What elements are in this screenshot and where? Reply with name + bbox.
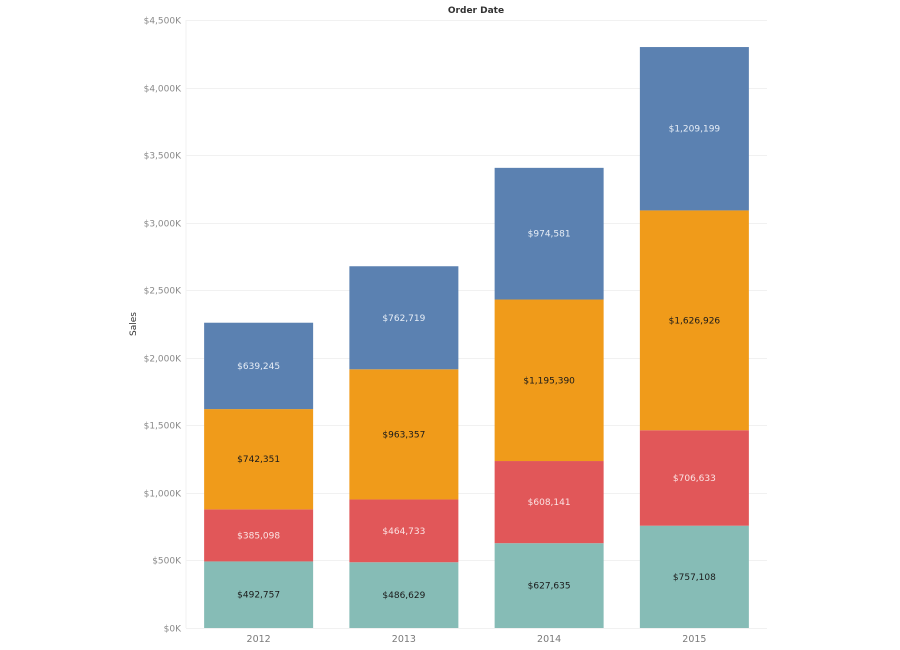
- y-tick-label: $2,000K: [144, 355, 182, 365]
- bar-segment-teal: [639, 525, 749, 628]
- data-label: $608,141: [528, 498, 571, 508]
- y-tick-label: $500K: [152, 557, 182, 567]
- bar-segment-orange: [349, 369, 459, 500]
- data-label: $1,626,926: [669, 316, 721, 326]
- data-label: $486,629: [382, 591, 425, 601]
- bar-segment-red: [349, 499, 459, 563]
- y-tick-label: $3,500K: [144, 152, 182, 162]
- data-label: $706,633: [673, 474, 716, 484]
- x-tick-label: 2012: [247, 634, 271, 645]
- y-axis-title: Sales: [129, 312, 139, 336]
- bar-stack-2012: $492,757 $385,098 $742,351 $639,245: [204, 322, 314, 628]
- y-axis-ticks: $0K $500K $1,000K $1,500K $2,000K $2,500K $3,0…: [144, 17, 182, 635]
- y-tick-label: $0K: [164, 625, 182, 635]
- x-tick-label: 2014: [537, 634, 561, 645]
- data-label: $742,351: [237, 455, 280, 465]
- bar-segment-blue: [639, 47, 749, 211]
- chart-title: Order Date: [448, 6, 504, 16]
- y-tick-label: $2,500K: [144, 287, 182, 297]
- y-tick-label: $3,000K: [144, 220, 182, 230]
- bar-segment-orange: [494, 299, 604, 462]
- bar-stack-2015: $757,108 $706,633 $1,626,926 $1,209,199: [639, 47, 749, 628]
- data-label: $963,357: [382, 430, 425, 440]
- bar-segment-blue: [494, 167, 604, 300]
- data-label: $627,635: [528, 582, 571, 592]
- y-tick-label: $1,500K: [144, 422, 182, 432]
- data-label: $1,209,199: [669, 125, 721, 135]
- bar-segment-red: [204, 509, 314, 562]
- bar-segment-red: [639, 430, 749, 526]
- data-label: $639,245: [237, 362, 280, 372]
- x-tick-label: 2015: [682, 634, 706, 645]
- data-label: $757,108: [673, 573, 716, 583]
- bar-segment-orange: [204, 409, 314, 510]
- bar-stack-2013: $486,629 $464,733 $963,357 $762,719: [349, 266, 459, 628]
- bar-segment-blue: [204, 322, 314, 410]
- data-label: $762,719: [382, 314, 425, 324]
- y-tick-label: $4,500K: [144, 17, 182, 27]
- x-tick-label: 2013: [392, 634, 416, 645]
- bar-segment-orange: [639, 210, 749, 431]
- bar-segment-teal: [494, 543, 604, 628]
- data-label: $1,195,390: [523, 376, 575, 386]
- data-label: $974,581: [528, 230, 571, 240]
- bars: $492,757 $385,098 $742,351 $639,245 $486,629…: [204, 47, 749, 628]
- y-tick-label: $4,000K: [144, 85, 182, 95]
- bar-segment-teal: [349, 562, 459, 628]
- data-label: $385,098: [237, 531, 280, 541]
- data-label: $464,733: [382, 527, 425, 537]
- data-label: $492,757: [237, 591, 280, 601]
- bar-segment-blue: [349, 266, 459, 370]
- x-axis-ticks: 2012 2013 2014 2015: [247, 634, 707, 645]
- bar-segment-red: [494, 461, 604, 544]
- bar-segment-teal: [204, 561, 314, 628]
- bar-stack-2014: $627,635 $608,141 $1,195,390 $974,581: [494, 167, 604, 628]
- y-tick-label: $1,000K: [144, 490, 182, 500]
